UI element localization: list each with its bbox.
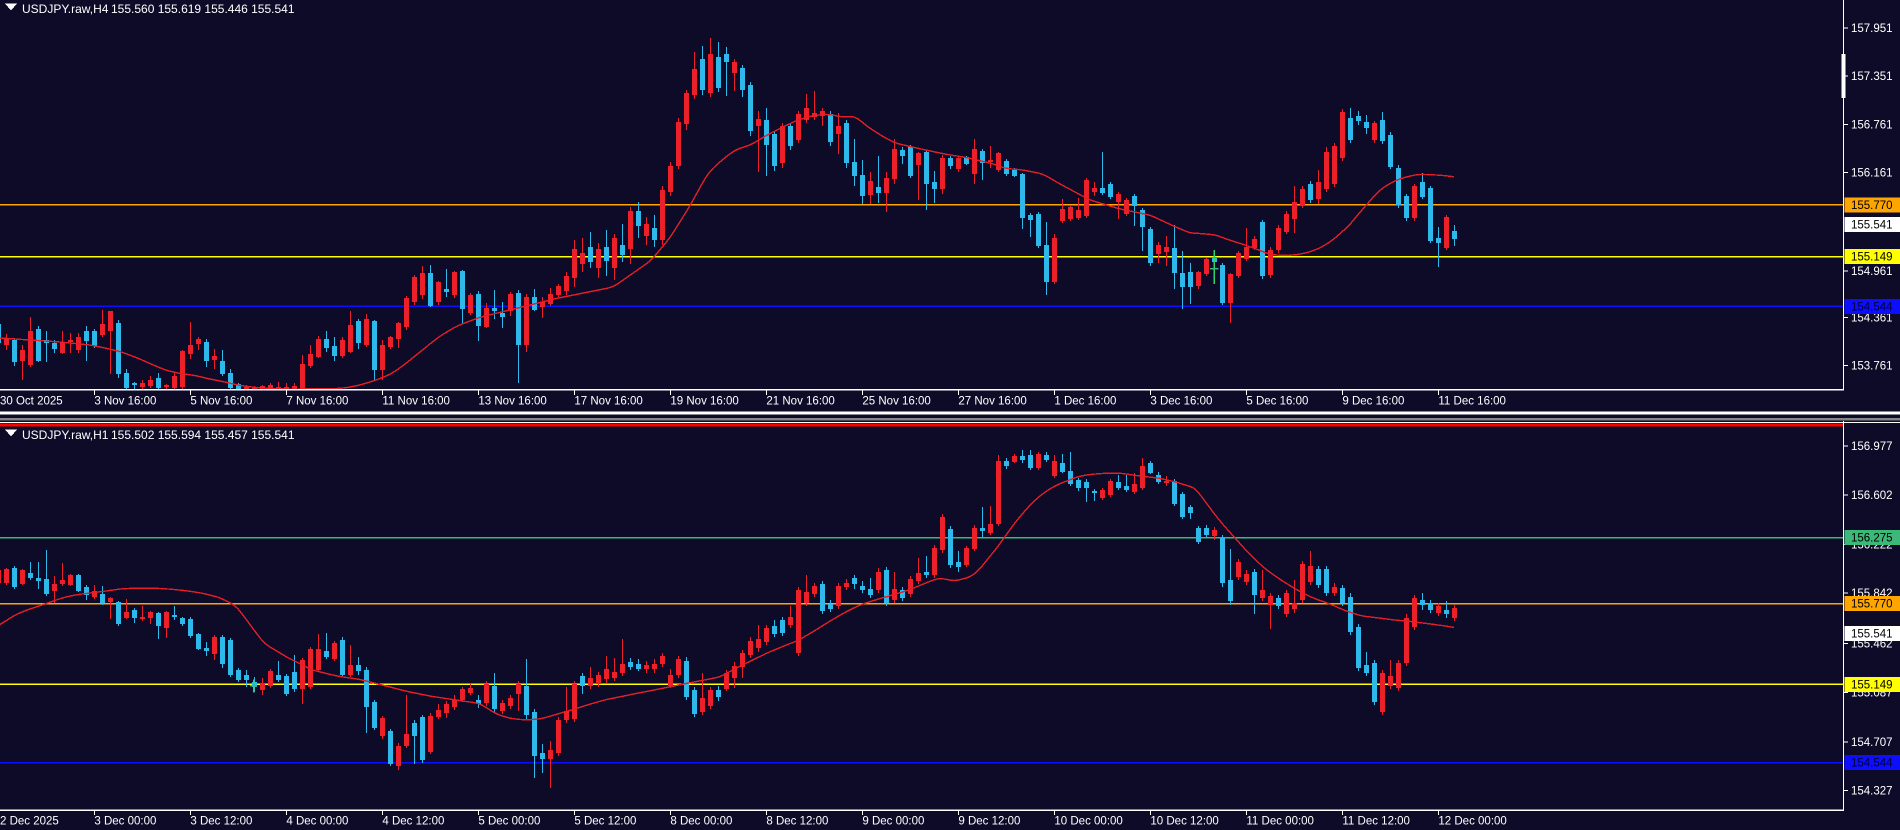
svg-text:9 Dec 12:00: 9 Dec 12:00	[958, 816, 1020, 828]
svg-text:7 Nov 16:00: 7 Nov 16:00	[286, 396, 348, 408]
svg-text:3 Dec 16:00: 3 Dec 16:00	[1150, 396, 1212, 408]
svg-text:8 Dec 12:00: 8 Dec 12:00	[766, 816, 828, 828]
svg-text:155.149: 155.149	[1851, 679, 1893, 691]
svg-text:10 Dec 12:00: 10 Dec 12:00	[1150, 816, 1218, 828]
svg-text:3 Dec 00:00: 3 Dec 00:00	[94, 816, 156, 828]
svg-text:157.351: 157.351	[1851, 71, 1893, 83]
svg-text:9 Dec 00:00: 9 Dec 00:00	[862, 816, 924, 828]
svg-text:30 Oct 2025: 30 Oct 2025	[0, 396, 63, 408]
svg-text:11 Dec 16:00: 11 Dec 16:00	[1438, 396, 1506, 408]
svg-text:8 Dec 00:00: 8 Dec 00:00	[670, 816, 732, 828]
svg-text:155.541: 155.541	[1851, 220, 1893, 232]
svg-text:155.770: 155.770	[1851, 200, 1893, 212]
svg-text:156.602: 156.602	[1851, 490, 1893, 502]
svg-text:21 Nov 16:00: 21 Nov 16:00	[766, 396, 834, 408]
svg-text:3 Nov 16:00: 3 Nov 16:00	[94, 396, 156, 408]
svg-text:156.161: 156.161	[1851, 168, 1893, 180]
svg-text:154.707: 154.707	[1851, 737, 1893, 749]
svg-text:155.541: 155.541	[1851, 628, 1893, 640]
svg-text:153.761: 153.761	[1851, 361, 1893, 373]
svg-text:9 Dec 16:00: 9 Dec 16:00	[1342, 396, 1404, 408]
svg-text:155.560 155.619 155.446 155.54: 155.560 155.619 155.446 155.541	[111, 2, 295, 16]
svg-text:4 Dec 12:00: 4 Dec 12:00	[382, 816, 444, 828]
svg-text:155.502 155.594 155.457 155.54: 155.502 155.594 155.457 155.541	[111, 428, 295, 442]
svg-text:USDJPY.raw,H1: USDJPY.raw,H1	[22, 428, 109, 442]
svg-text:157.951: 157.951	[1851, 23, 1893, 35]
svg-text:12 Dec 00:00: 12 Dec 00:00	[1438, 816, 1506, 828]
svg-text:1 Dec 16:00: 1 Dec 16:00	[1054, 396, 1116, 408]
svg-text:27 Nov 16:00: 27 Nov 16:00	[958, 396, 1026, 408]
svg-text:154.361: 154.361	[1851, 313, 1893, 325]
svg-text:155.462: 155.462	[1851, 639, 1893, 651]
svg-text:USDJPY.raw,H4: USDJPY.raw,H4	[22, 2, 109, 16]
svg-text:155.149: 155.149	[1851, 252, 1893, 264]
svg-text:154.327: 154.327	[1851, 786, 1893, 798]
svg-text:25 Nov 16:00: 25 Nov 16:00	[862, 396, 930, 408]
svg-text:4 Dec 00:00: 4 Dec 00:00	[286, 816, 348, 828]
svg-text:156.761: 156.761	[1851, 119, 1893, 131]
svg-text:11 Dec 12:00: 11 Dec 12:00	[1342, 816, 1410, 828]
svg-text:17 Nov 16:00: 17 Nov 16:00	[574, 396, 642, 408]
svg-text:5 Dec 16:00: 5 Dec 16:00	[1246, 396, 1308, 408]
svg-text:156.977: 156.977	[1851, 441, 1893, 453]
svg-text:5 Dec 00:00: 5 Dec 00:00	[478, 816, 540, 828]
svg-text:5 Dec 12:00: 5 Dec 12:00	[574, 816, 636, 828]
svg-text:156.275: 156.275	[1851, 533, 1893, 545]
svg-text:154.544: 154.544	[1851, 301, 1893, 313]
svg-text:2 Dec 2025: 2 Dec 2025	[0, 816, 59, 828]
svg-text:11 Dec 00:00: 11 Dec 00:00	[1246, 816, 1314, 828]
svg-text:10 Dec 00:00: 10 Dec 00:00	[1054, 816, 1122, 828]
svg-text:5 Nov 16:00: 5 Nov 16:00	[190, 396, 252, 408]
svg-text:19 Nov 16:00: 19 Nov 16:00	[670, 396, 738, 408]
svg-text:3 Dec 12:00: 3 Dec 12:00	[190, 816, 252, 828]
svg-text:154.961: 154.961	[1851, 266, 1893, 278]
svg-text:13 Nov 16:00: 13 Nov 16:00	[478, 396, 546, 408]
svg-text:11 Nov 16:00: 11 Nov 16:00	[382, 396, 450, 408]
svg-text:154.544: 154.544	[1851, 758, 1893, 770]
svg-text:155.770: 155.770	[1851, 599, 1893, 611]
